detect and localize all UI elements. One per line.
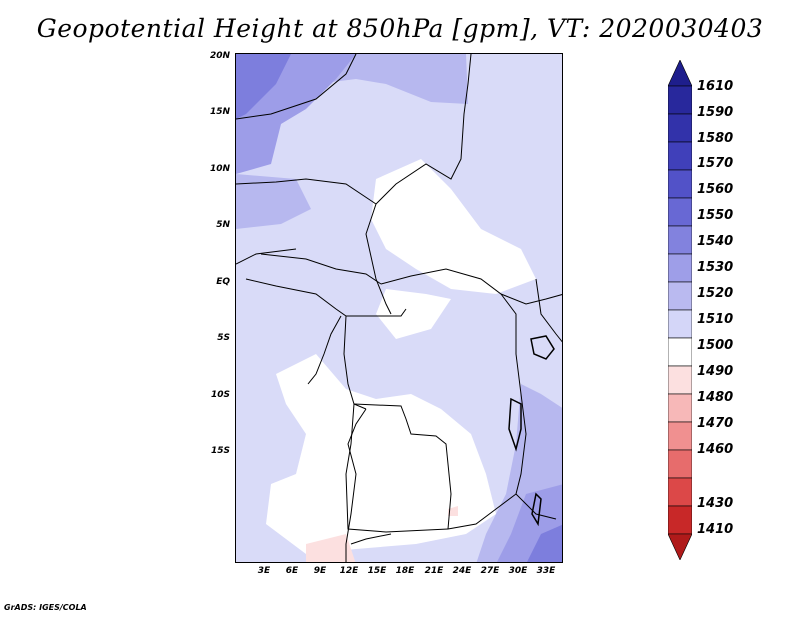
colorbar-segment xyxy=(668,309,692,339)
colorbar-segment xyxy=(668,113,692,143)
colorbar-segment xyxy=(668,253,692,283)
chart-title: Geopotential Height at 850hPa [gpm], VT:… xyxy=(36,14,764,43)
lat-label: 10S xyxy=(210,390,230,400)
coastline xyxy=(345,408,367,562)
field-1510-central-south xyxy=(376,289,451,339)
lon-label: 24E xyxy=(452,566,472,576)
border-line xyxy=(236,178,377,205)
colorbar-segment xyxy=(668,449,692,479)
border-line xyxy=(260,253,382,285)
lon-label: 12E xyxy=(339,566,359,576)
lat-label: 20N xyxy=(209,51,230,61)
field-1540-west xyxy=(236,174,311,229)
colorbar-label: 1520 xyxy=(697,286,734,301)
colorbar-label: 1560 xyxy=(697,182,734,197)
colorbar-segment xyxy=(668,421,692,451)
border-line xyxy=(535,278,562,343)
lat-label: 5N xyxy=(216,220,230,230)
lat-label: 15N xyxy=(209,107,230,117)
colorbar-segment xyxy=(668,505,692,535)
colorbar-label: 1500 xyxy=(697,338,734,353)
lon-label: 30E xyxy=(508,566,528,576)
field-1500-southwest xyxy=(306,534,356,562)
field-1500-spot xyxy=(448,506,458,516)
colorbar-segment xyxy=(668,365,692,395)
field-1560-southeast xyxy=(527,524,562,562)
border-line xyxy=(345,403,449,533)
colorbar-label: 1540 xyxy=(697,234,734,249)
border-line xyxy=(500,293,527,495)
colorbar-label: 1490 xyxy=(697,364,734,379)
country-borders xyxy=(236,54,562,562)
height-field-map xyxy=(236,54,562,562)
colorbar-label: 1430 xyxy=(697,496,734,511)
field-1560-northwest xyxy=(236,54,291,119)
lon-label: 9E xyxy=(313,566,327,576)
colorbar-segment xyxy=(668,141,692,171)
lon-label: 18E xyxy=(395,566,415,576)
colorbar-segment xyxy=(668,85,692,115)
software-credit: GrADS: IGES/COLA xyxy=(4,603,87,612)
colorbar-segment xyxy=(668,197,692,227)
lat-label: 10N xyxy=(209,164,230,174)
border-line xyxy=(353,403,452,530)
lon-label: 21E xyxy=(424,566,444,576)
lake-victoria-outline xyxy=(530,335,555,360)
colorbar-label: 1480 xyxy=(697,390,734,405)
map-panel xyxy=(235,53,563,563)
border-line xyxy=(365,54,472,315)
lake-malawi-outline xyxy=(531,492,542,527)
colorbar-segment xyxy=(668,281,692,311)
border-line xyxy=(236,54,357,120)
lake-tanganyika-outline xyxy=(508,397,522,452)
colorbar-label: 1570 xyxy=(697,156,734,171)
colorbar-segment xyxy=(668,225,692,255)
lat-label: 15S xyxy=(210,446,230,456)
lon-label: 33E xyxy=(536,566,556,576)
colorbar-segment xyxy=(668,533,692,560)
lon-label: 6E xyxy=(285,566,299,576)
lon-label: 15E xyxy=(367,566,387,576)
colorbar-segment xyxy=(668,169,692,199)
lon-label: 3E xyxy=(257,566,271,576)
colorbar-label: 1470 xyxy=(697,416,734,431)
colorbar-segment xyxy=(668,477,692,507)
field-1510-south xyxy=(266,354,496,554)
border-line xyxy=(380,268,562,305)
colorbar xyxy=(668,60,692,560)
great-lakes xyxy=(508,335,555,527)
colorbar-segment xyxy=(668,393,692,423)
coastline xyxy=(236,248,297,265)
border-line xyxy=(343,315,367,410)
colorbar-label: 1590 xyxy=(697,105,734,120)
border-line xyxy=(350,533,392,545)
field-1510-central xyxy=(371,159,536,294)
colorbar-label: 1610 xyxy=(697,79,734,94)
colorbar-label: 1580 xyxy=(697,131,734,146)
lat-label: EQ xyxy=(216,277,230,287)
colorbar-label: 1550 xyxy=(697,208,734,223)
colorbar-segment xyxy=(668,60,692,87)
coastline xyxy=(307,315,342,385)
lon-label: 27E xyxy=(480,566,500,576)
colorbar-label: 1530 xyxy=(697,260,734,275)
lat-label: 5S xyxy=(217,333,230,343)
colorbar-segment xyxy=(668,337,692,367)
colorbar-label: 1410 xyxy=(697,522,734,537)
colorbar-label: 1460 xyxy=(697,442,734,457)
border-line xyxy=(245,278,407,317)
colorbar-label: 1510 xyxy=(697,312,734,327)
